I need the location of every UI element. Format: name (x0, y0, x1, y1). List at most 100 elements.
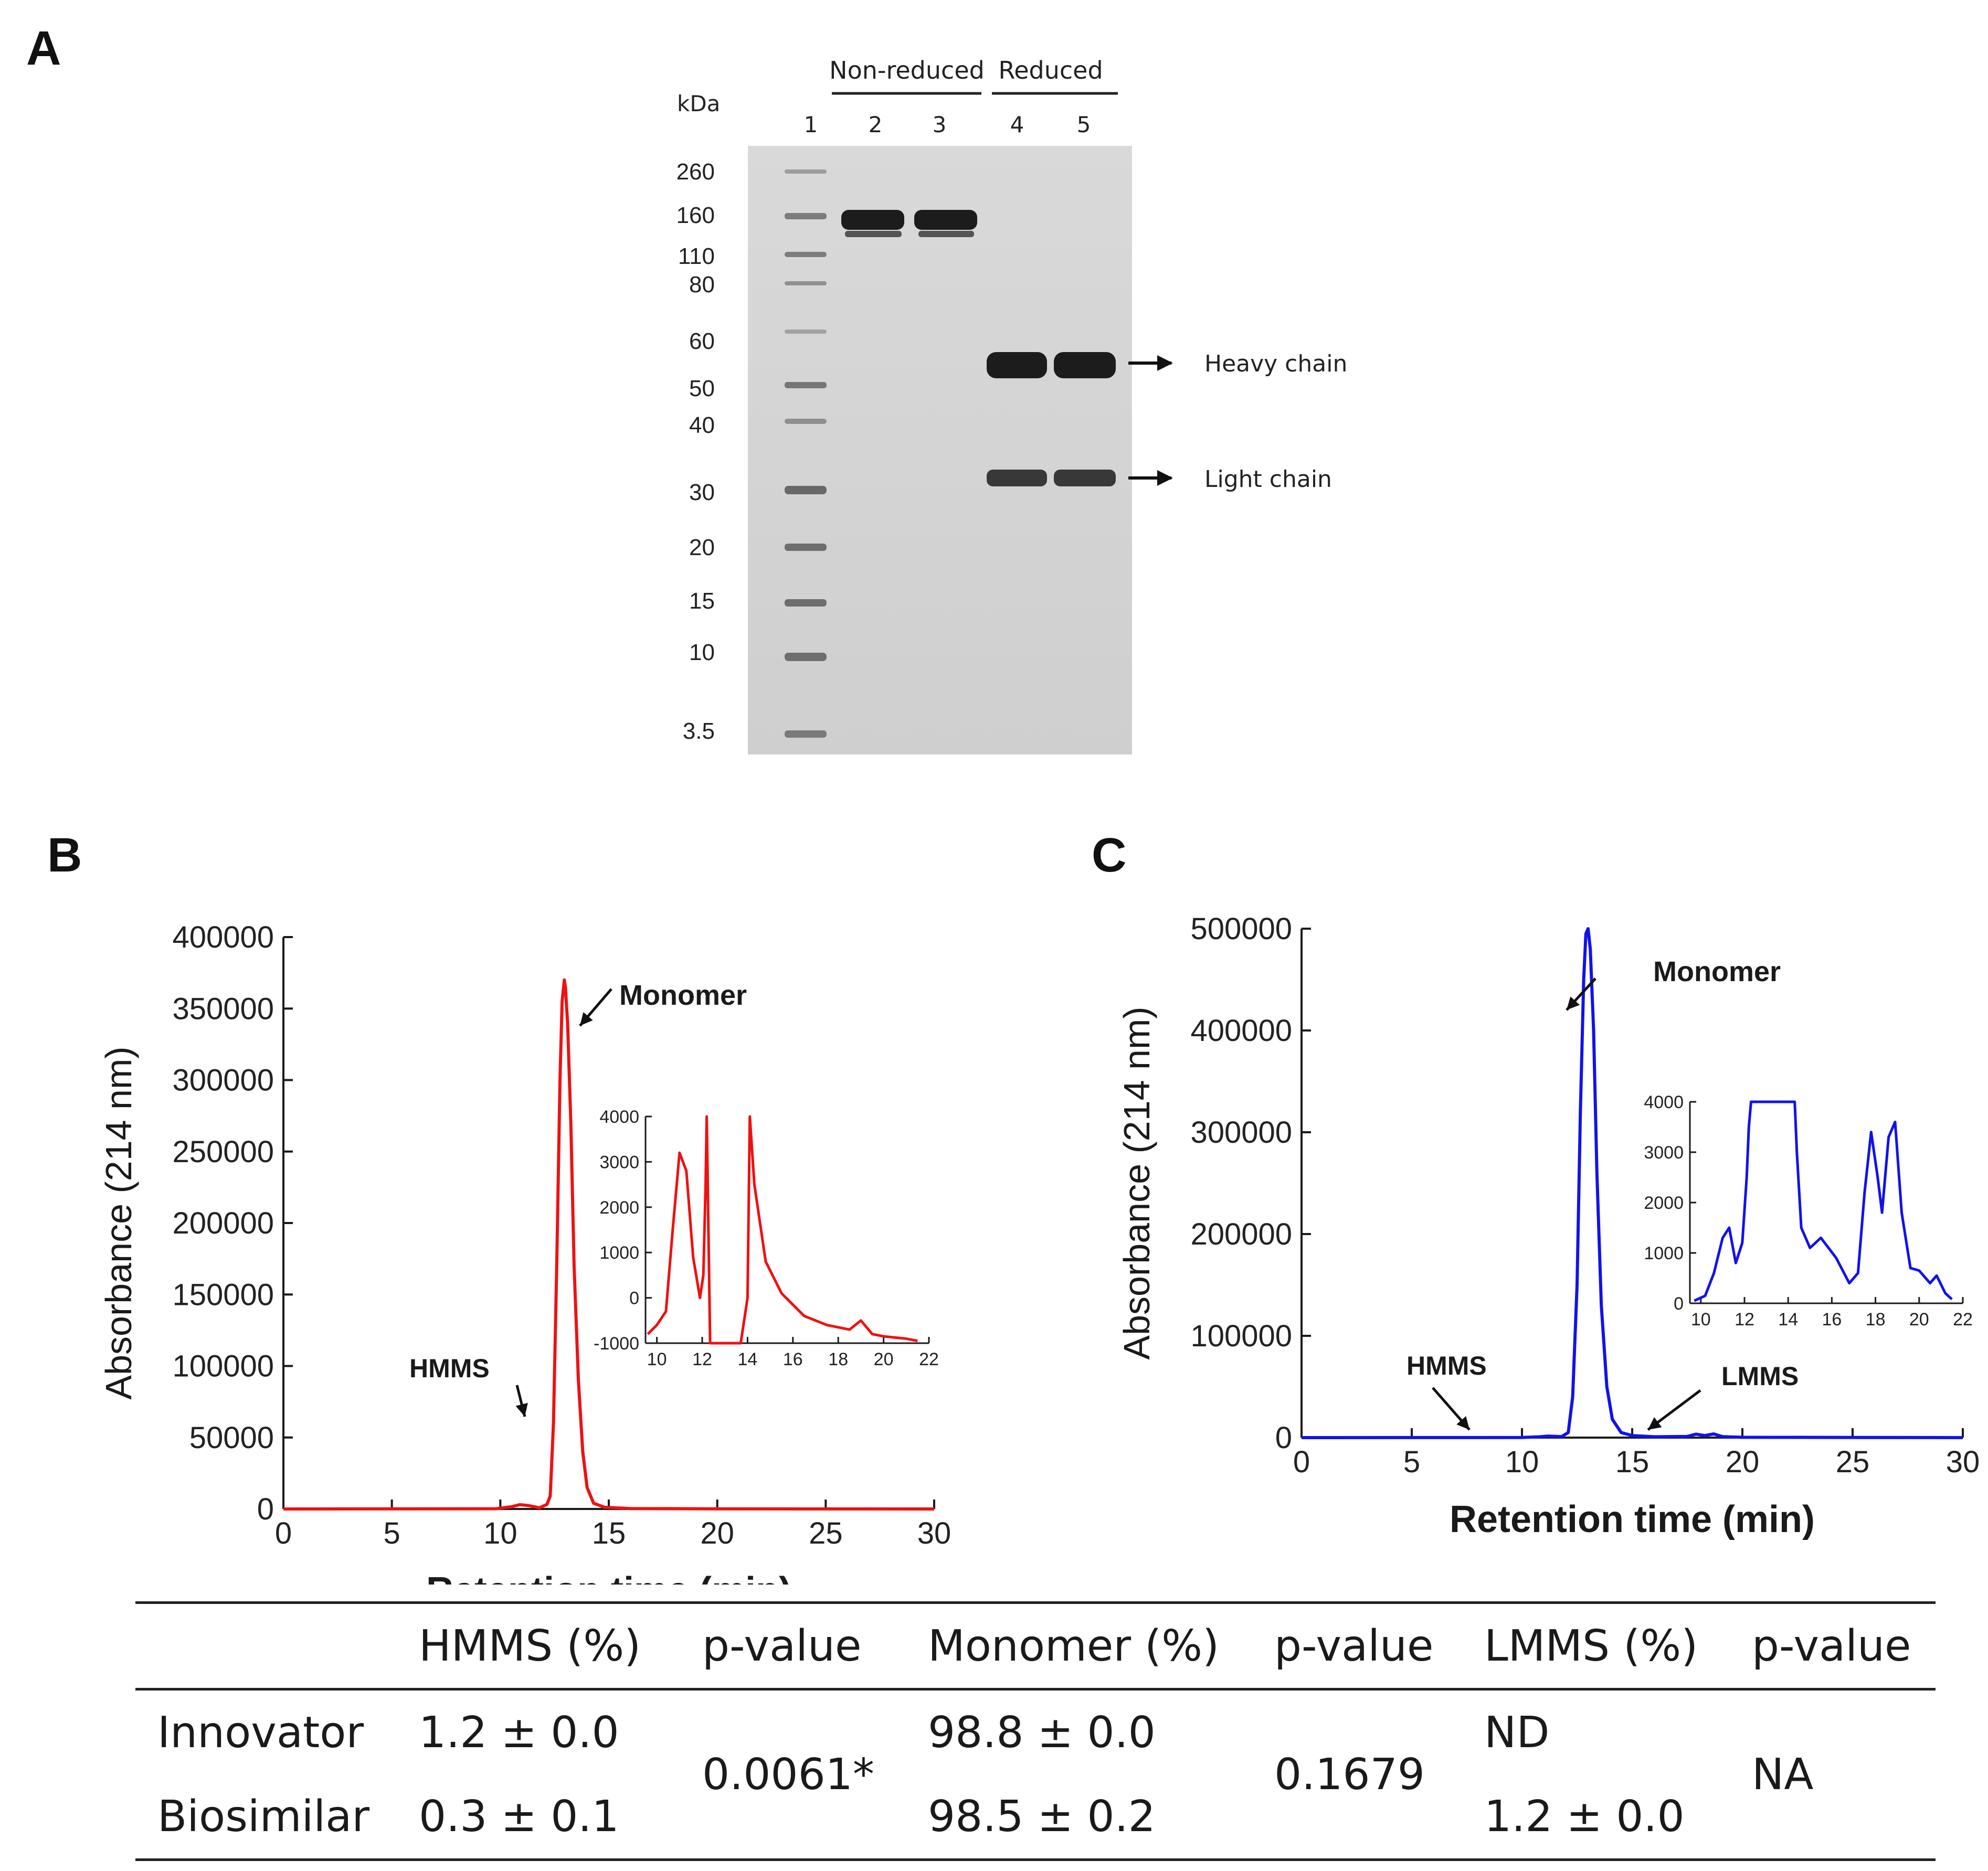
inset-x-tick-label: 22 (919, 1349, 939, 1369)
ladder-label: 10 (689, 640, 715, 665)
inset-x-tick-label: 12 (1735, 1310, 1754, 1330)
nonreduced-band-lane3 (914, 210, 977, 230)
inset-x-tick-label: 16 (1822, 1310, 1842, 1330)
y-tick-label: 300000 (172, 1064, 274, 1098)
table-header: LMMS (%) (1484, 1621, 1698, 1671)
x-tick-label: 5 (384, 1516, 400, 1550)
x-tick-label: 5 (1403, 1445, 1420, 1479)
monomer-value: 98.5 ± 0.2 (928, 1791, 1156, 1842)
hmms-annotation-b: HMMS (409, 1354, 490, 1383)
hmms-p-value: 0.0061* (702, 1749, 874, 1800)
lane-number: 5 (1077, 112, 1091, 137)
ladder-label: 60 (689, 328, 715, 354)
table-header: Monomer (%) (928, 1621, 1220, 1671)
y-tick-label: 0 (1275, 1421, 1292, 1455)
light-chain-label: Light chain (1204, 466, 1332, 493)
y-axis-label-c: Absorbance (214 nm) (1116, 1006, 1157, 1359)
x-tick-label: 25 (809, 1516, 843, 1550)
inset-y-tick-label: 0 (629, 1289, 639, 1309)
ladder-label: 15 (689, 588, 715, 614)
chromatogram-c: Absorbance (214 nm) Retention time (min)… (1116, 912, 1980, 1540)
inset-y-tick-label: 3000 (599, 1152, 639, 1172)
non-reduced-label: Non-reduced (829, 56, 985, 84)
inset-series-line-c (1694, 1100, 1953, 1302)
x-tick-label: 10 (1505, 1445, 1539, 1479)
monomer-p-value: 0.1679 (1274, 1749, 1425, 1800)
ladder-label: 160 (676, 203, 715, 228)
y-tick-label: 250000 (172, 1135, 274, 1169)
table-row: Biosimilar 0.3 ± 0.1 98.5 ± 0.2 1.2 ± 0.… (135, 1774, 1936, 1860)
nonreduced-sub-band-lane2 (845, 231, 902, 237)
ladder-band (785, 281, 827, 285)
gel-kda-label: kDa (677, 91, 720, 116)
table-header-row: HMMS (%) p-value Monomer (%) p-value LMM… (135, 1602, 1936, 1689)
y-tick-label: 200000 (1190, 1217, 1292, 1251)
inset-x-tick-label: 16 (783, 1349, 803, 1369)
x-axis-label-c: Retention time (min) (1450, 1498, 1815, 1540)
x-tick-label: 30 (1946, 1445, 1980, 1479)
monomer-annotation-c: Monomer (1653, 956, 1781, 987)
heavy-chain-band-lane5 (1054, 352, 1116, 378)
inset-x-tick-label: 12 (692, 1349, 712, 1369)
lane-number: 1 (804, 112, 818, 137)
inset-x-tick-label: 22 (1953, 1310, 1973, 1330)
y-tick-label: 100000 (172, 1349, 274, 1384)
inset-y-tick-label: 4000 (1644, 1092, 1684, 1112)
y-tick-label: 350000 (172, 992, 274, 1026)
inset-x-tick-label: 14 (737, 1349, 757, 1369)
inset-y-tick-label: 3000 (1644, 1143, 1684, 1163)
nonreduced-band-lane2 (841, 210, 904, 230)
ladder-band (785, 653, 827, 661)
inset-x-tick-label: 18 (828, 1349, 848, 1369)
table-header: p-value (702, 1621, 862, 1671)
x-tick-label: 20 (1726, 1445, 1760, 1479)
inset-y-tick-label: 2000 (599, 1198, 639, 1218)
lane-number: 4 (1010, 112, 1024, 137)
row-label: Innovator (157, 1707, 364, 1758)
monomer-annotation-b: Monomer (619, 980, 747, 1011)
x-tick-label: 0 (1293, 1445, 1310, 1479)
ladder-label: 80 (689, 272, 715, 297)
annotation-arrowhead (580, 1012, 593, 1026)
lmms-p-value: NA (1752, 1749, 1814, 1800)
y-tick-label: 150000 (172, 1278, 274, 1312)
ladder-band (785, 329, 827, 334)
inset-y-tick-label: 4000 (599, 1107, 639, 1127)
ladder-label: 40 (689, 412, 715, 438)
table-header (135, 1603, 419, 1689)
x-tick-label: 15 (592, 1516, 626, 1550)
panel-c-letter: C (1092, 828, 1127, 882)
x-axis-label-b: Retention time (min) (426, 1570, 791, 1585)
ladder-label: 260 (676, 159, 715, 185)
inset-series-line-b (647, 1115, 918, 1345)
ladder-label: 110 (678, 243, 715, 269)
lmms-value: ND (1484, 1707, 1550, 1758)
reduced-label: Reduced (998, 56, 1103, 84)
y-tick-label: 400000 (1190, 1014, 1292, 1048)
gel-figure: kDa Non-reduced Reduced 1 2 3 4 5 260 16… (676, 56, 1347, 754)
annotation-arrowhead (1567, 996, 1580, 1010)
y-axis-label-b: Absorbance (214 nm) (98, 1046, 139, 1399)
table-header: p-value (1274, 1621, 1434, 1671)
y-tick-label: 400000 (172, 920, 274, 954)
y-tick-label: 500000 (1190, 912, 1292, 946)
lmms-value: 1.2 ± 0.0 (1484, 1791, 1685, 1842)
inset-x-tick-label: 18 (1866, 1310, 1886, 1330)
ladder-label: 20 (689, 535, 715, 560)
inset-x-tick-label: 20 (874, 1349, 894, 1369)
summary-table: HMMS (%) p-value Monomer (%) p-value LMM… (135, 1601, 1936, 1861)
y-tick-label: 100000 (1190, 1319, 1292, 1353)
lmms-annotation-c: LMMS (1721, 1362, 1799, 1391)
ladder-label: 30 (689, 480, 715, 505)
light-chain-band-lane5 (1054, 470, 1116, 486)
light-chain-band-lane4 (987, 470, 1047, 486)
row-label: Biosimilar (157, 1791, 370, 1842)
hmms-value: 1.2 ± 0.0 (419, 1707, 619, 1758)
series-line-biosimilar (1301, 927, 1963, 1439)
inset-y-tick-label: 1000 (1644, 1243, 1684, 1263)
inset-x-tick-label: 20 (1909, 1310, 1929, 1330)
x-tick-label: 25 (1836, 1445, 1870, 1479)
ladder-band (785, 213, 827, 219)
panel-a-letter: A (26, 22, 61, 75)
annotation-arrowhead (1456, 1416, 1469, 1430)
